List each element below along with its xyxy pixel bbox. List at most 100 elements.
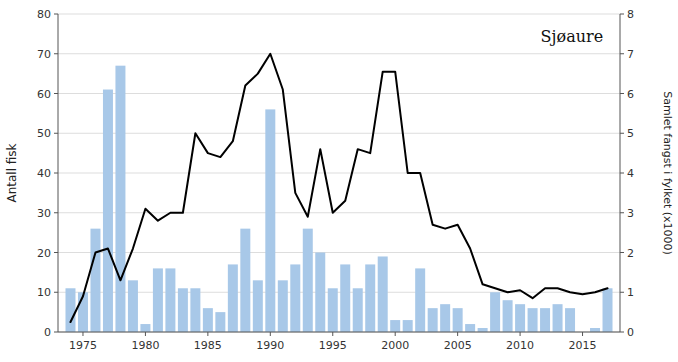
bar bbox=[565, 308, 575, 332]
y-tick-label: 50 bbox=[37, 127, 51, 140]
y2-tick-label: 6 bbox=[627, 88, 634, 101]
x-tick-label: 2000 bbox=[381, 339, 409, 352]
y2-tick bbox=[620, 173, 624, 174]
bar bbox=[128, 280, 138, 332]
axes: 1975198019851990199520002005201020150102… bbox=[37, 8, 634, 352]
bar bbox=[465, 324, 475, 332]
y-axis-label: Antall fisk bbox=[5, 143, 19, 202]
y2-axis-label: Samlet fangst i fylket (x1000) bbox=[661, 91, 674, 255]
line bbox=[70, 54, 607, 322]
y2-tick-label: 5 bbox=[627, 127, 634, 140]
bar bbox=[303, 229, 313, 332]
x-tick bbox=[145, 332, 146, 336]
x-axis-line bbox=[58, 332, 620, 333]
x-tick-label: 2015 bbox=[569, 339, 597, 352]
y-tick bbox=[54, 14, 58, 15]
bar bbox=[340, 264, 350, 332]
y-tick bbox=[54, 93, 58, 94]
bar bbox=[540, 308, 550, 332]
bar bbox=[440, 304, 450, 332]
bar bbox=[65, 288, 75, 332]
bar bbox=[90, 229, 100, 332]
y-tick-label: 10 bbox=[37, 286, 51, 299]
bar bbox=[203, 308, 213, 332]
bar bbox=[278, 280, 288, 332]
grid-line bbox=[58, 133, 620, 134]
grid-line bbox=[58, 292, 620, 293]
bar bbox=[603, 288, 613, 332]
bar bbox=[453, 308, 463, 332]
x-tick bbox=[270, 332, 271, 336]
y2-tick-label: 1 bbox=[627, 286, 634, 299]
bar bbox=[415, 268, 425, 332]
y2-tick bbox=[620, 133, 624, 134]
bar bbox=[503, 300, 513, 332]
grid-line bbox=[58, 252, 620, 253]
y-tick-label: 60 bbox=[37, 88, 51, 101]
grid-line bbox=[58, 93, 620, 94]
bar bbox=[528, 308, 538, 332]
x-tick-label: 1990 bbox=[256, 339, 284, 352]
bar bbox=[253, 280, 263, 332]
bar bbox=[365, 264, 375, 332]
y2-tick-label: 7 bbox=[627, 48, 634, 61]
bar bbox=[390, 320, 400, 332]
bar bbox=[378, 256, 388, 332]
bar bbox=[290, 264, 300, 332]
y2-tick bbox=[620, 332, 624, 333]
grid-line bbox=[58, 332, 620, 333]
x-tick-label: 1975 bbox=[69, 339, 97, 352]
annotation: Sjøaure bbox=[541, 27, 604, 46]
y-tick-label: 20 bbox=[37, 247, 51, 260]
y-tick bbox=[54, 332, 58, 333]
bar bbox=[140, 324, 150, 332]
x-tick bbox=[207, 332, 208, 336]
bar bbox=[228, 264, 238, 332]
bar bbox=[403, 320, 413, 332]
x-tick bbox=[395, 332, 396, 336]
x-tick bbox=[582, 332, 583, 336]
y2-tick bbox=[620, 93, 624, 94]
bar bbox=[265, 109, 275, 332]
grid-line bbox=[58, 14, 620, 15]
y2-tick-label: 0 bbox=[627, 326, 634, 339]
bar bbox=[515, 304, 525, 332]
x-tick bbox=[520, 332, 521, 336]
bar bbox=[115, 66, 125, 332]
y2-tick bbox=[620, 252, 624, 253]
y-tick bbox=[54, 292, 58, 293]
bar bbox=[178, 288, 188, 332]
bar bbox=[328, 288, 338, 332]
bar bbox=[478, 328, 488, 332]
x-tick bbox=[457, 332, 458, 336]
bar bbox=[190, 288, 200, 332]
bar bbox=[240, 229, 250, 332]
x-tick-label: 2010 bbox=[506, 339, 534, 352]
y2-tick bbox=[620, 212, 624, 213]
bar bbox=[553, 304, 563, 332]
x-tick-label: 1995 bbox=[319, 339, 347, 352]
grid-line bbox=[58, 173, 620, 174]
x-tick bbox=[82, 332, 83, 336]
bar bbox=[490, 292, 500, 332]
y2-tick bbox=[620, 292, 624, 293]
y2-tick bbox=[620, 14, 624, 15]
x-tick-label: 2005 bbox=[444, 339, 472, 352]
bar bbox=[428, 308, 438, 332]
grid-line bbox=[58, 53, 620, 54]
bar bbox=[165, 268, 175, 332]
bar bbox=[353, 288, 363, 332]
bar bbox=[103, 90, 113, 332]
y2-tick-label: 2 bbox=[627, 247, 634, 260]
y-tick-label: 30 bbox=[37, 207, 51, 220]
y-tick bbox=[54, 252, 58, 253]
y2-tick-label: 3 bbox=[627, 207, 634, 220]
x-tick-label: 1980 bbox=[131, 339, 159, 352]
bar bbox=[215, 312, 225, 332]
grid-line bbox=[58, 212, 620, 213]
y-tick bbox=[54, 173, 58, 174]
chart: 1975198019851990199520002005201020150102… bbox=[0, 0, 678, 362]
y2-tick bbox=[620, 53, 624, 54]
y-tick bbox=[54, 53, 58, 54]
bar bbox=[590, 328, 600, 332]
